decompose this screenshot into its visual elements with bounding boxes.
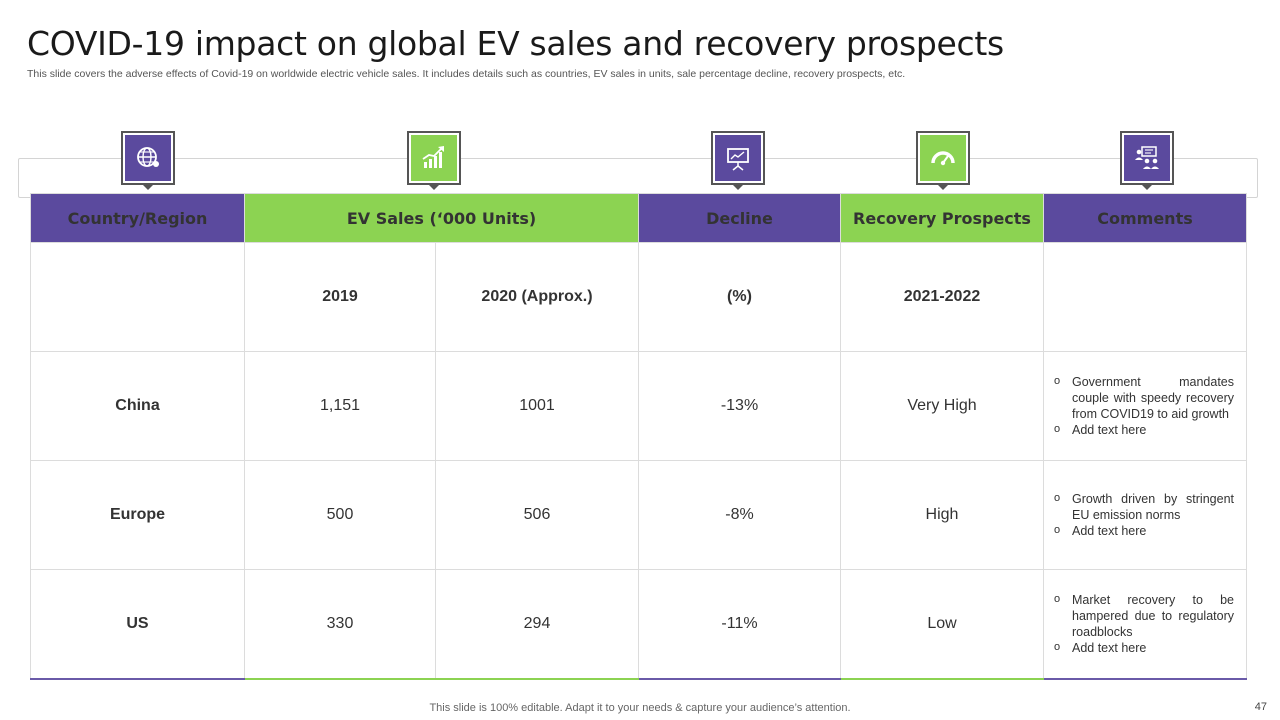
decline-cell: -8% [638,460,841,570]
footer-note: This slide is 100% editable. Adapt it to… [429,702,851,714]
subheader-2019: 2019 [244,242,436,352]
sales-2019-cell: 330 [244,569,436,680]
table-subheader-row: 2019 2020 (Approx.) (%) 2021-2022 [30,242,1247,352]
subheader-decline: (%) [638,242,841,352]
subheader-recovery: 2021-2022 [840,242,1044,352]
page-subtitle: This slide covers the adverse effects of… [27,68,906,80]
recovery-cell: High [840,460,1044,570]
header-country: Country/Region [30,193,245,243]
page-title: COVID-19 impact on global EV sales and r… [27,24,1004,63]
recovery-cell: Very High [840,351,1044,461]
comment-item: Add text here [1054,421,1234,438]
subheader-country [30,242,245,352]
comment-item: Market recovery to be hampered due to re… [1054,591,1234,640]
comment-item: Add text here [1054,639,1234,656]
comment-item: Government mandates couple with speedy r… [1054,373,1234,422]
icon-band [18,158,1258,198]
decline-cell: -13% [638,351,841,461]
table-header-row: Country/Region EV Sales (‘000 Units) Dec… [30,193,1247,243]
growth-chart-icon [422,146,444,168]
page-number: 47 [1254,701,1267,713]
table-row: US 330 294 -11% Low Market recovery to b… [30,569,1247,680]
speedometer-icon-box [916,131,970,190]
globe-icon-box [121,131,175,190]
country-cell: Europe [30,460,245,570]
globe-icon [137,147,159,167]
subheader-comments [1043,242,1247,352]
presentation-board-icon-box [711,131,765,190]
comments-cell: Growth driven by stringent EU emission n… [1043,460,1247,570]
recovery-cell: Low [840,569,1044,680]
country-cell: China [30,351,245,461]
header-recovery: Recovery Prospects [840,193,1044,243]
growth-chart-icon-box [407,131,461,190]
header-ev-sales: EV Sales (‘000 Units) [244,193,639,243]
sales-2020-cell: 294 [435,569,639,680]
sales-2019-cell: 500 [244,460,436,570]
table-row: Europe 500 506 -8% High Growth driven by… [30,460,1247,570]
speedometer-icon [931,151,955,166]
subheader-2020: 2020 (Approx.) [435,242,639,352]
header-decline: Decline [638,193,841,243]
team-meeting-icon [1135,146,1159,169]
comments-cell: Government mandates couple with speedy r… [1043,351,1247,461]
comments-cell: Market recovery to be hampered due to re… [1043,569,1247,680]
table-row: China 1,151 1001 -13% Very High Governme… [30,351,1247,461]
country-cell: US [30,569,245,680]
sales-2020-cell: 506 [435,460,639,570]
team-meeting-icon-box [1120,131,1174,190]
sales-2020-cell: 1001 [435,351,639,461]
decline-cell: -11% [638,569,841,680]
ev-sales-table: Country/Region EV Sales (‘000 Units) Dec… [30,193,1247,680]
header-comments: Comments [1043,193,1247,243]
presentation-board-icon [727,148,749,171]
comment-item: Add text here [1054,522,1234,539]
comment-item: Growth driven by stringent EU emission n… [1054,490,1234,523]
sales-2019-cell: 1,151 [244,351,436,461]
